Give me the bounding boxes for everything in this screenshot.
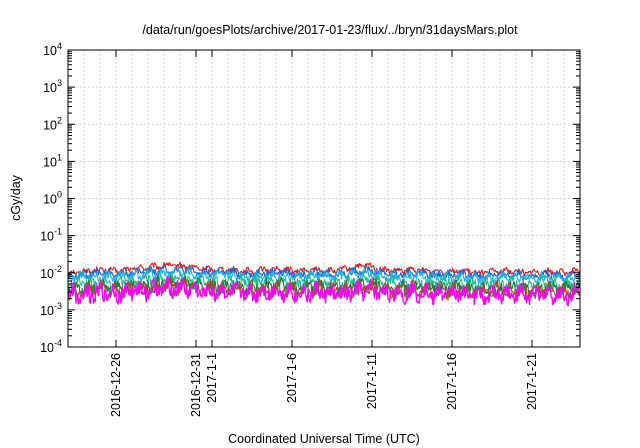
y-axis-label: cGy/day: [9, 174, 23, 221]
chart-title: /data/run/goesPlots/archive/2017-01-23/f…: [142, 23, 518, 37]
y-tick-label: 101: [43, 152, 62, 169]
x-tick-label: 2016-12-31: [189, 353, 203, 417]
x-tick-label: 2017-1-6: [285, 353, 299, 403]
x-tick-labels: 2016-12-26 2016-12-31 2017-1-1 2017-1-6 2017…: [109, 353, 539, 417]
x-tick-label: 2017-1-1: [205, 353, 219, 403]
y-tick-label: 100: [43, 190, 62, 207]
y-tick-label: 10-4: [40, 338, 62, 355]
y-tick-label: 104: [43, 41, 62, 58]
x-tick-label: 2016-12-26: [109, 353, 123, 417]
x-tick-label: 2017-1-16: [445, 353, 459, 410]
series-line: [67, 275, 581, 307]
y-tick-label: 10-2: [40, 264, 62, 281]
grid-lines: [68, 50, 580, 347]
y-tick-labels: 10-4 10-3 10-2 10-1 100 101 102 103 104: [40, 41, 62, 355]
y-tick-label: 102: [43, 115, 62, 132]
y-tick-label: 10-3: [40, 301, 62, 318]
plot-frame: [67, 49, 581, 348]
y-tick-label: 10-1: [40, 227, 62, 244]
x-axis-label: Coordinated Universal Time (UTC): [228, 432, 420, 446]
y-tick-label: 103: [43, 78, 62, 95]
data-series: [67, 261, 581, 307]
x-tick-label: 2017-1-21: [525, 353, 539, 410]
x-tick-label: 2017-1-11: [365, 353, 379, 409]
